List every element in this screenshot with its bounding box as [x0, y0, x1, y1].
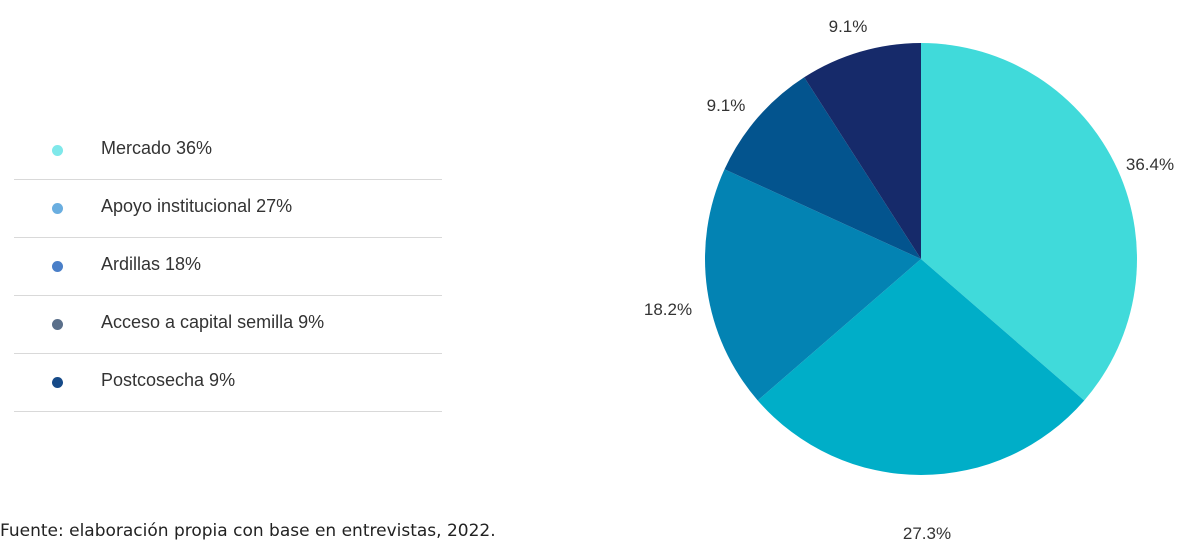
pie-slice-label: 9.1% — [707, 96, 746, 115]
pie-slice-label: 18.2% — [644, 300, 692, 319]
legend-label: Acceso a capital semilla 9% — [101, 312, 325, 332]
chart-legend: Mercado 36% Apoyo institucional 27% Ardi… — [14, 122, 442, 412]
pie-slice — [705, 169, 921, 401]
legend-item-postcosecha: Postcosecha 9% — [14, 354, 442, 412]
pie-slice-label: 27.3% — [903, 524, 951, 540]
pie-slice-label: 9.1% — [829, 17, 868, 36]
legend-label: Apoyo institucional 27% — [101, 196, 293, 216]
legend-item-mercado: Mercado 36% — [14, 122, 442, 180]
pie-chart: 36.4% 27.3% 18.2% 9.1% 9.1% — [644, 17, 1174, 540]
legend-label: Mercado 36% — [101, 138, 213, 158]
pie-slice — [724, 77, 921, 259]
legend-swatch — [52, 145, 63, 156]
legend-label: Postcosecha 9% — [101, 370, 236, 390]
pie-slice — [921, 43, 1137, 401]
source-note: Fuente: elaboración propia con base en e… — [0, 521, 496, 541]
legend-swatch — [52, 261, 63, 272]
legend-item-ardillas: Ardillas 18% — [14, 238, 442, 296]
legend-swatch — [52, 319, 63, 330]
legend-label: Ardillas 18% — [101, 254, 202, 274]
pie-slice-label: 36.4% — [1126, 155, 1174, 174]
legend-item-apoyo-institucional: Apoyo institucional 27% — [14, 180, 442, 238]
legend-item-acceso-capital-semilla: Acceso a capital semilla 9% — [14, 296, 442, 354]
pie-slice — [804, 43, 921, 259]
pie-slice-labels: 36.4% 27.3% 18.2% 9.1% 9.1% — [644, 17, 1174, 540]
legend-swatch — [52, 203, 63, 214]
pie-slice — [757, 259, 1085, 475]
pie-slices — [705, 43, 1137, 475]
legend-swatch — [52, 377, 63, 388]
